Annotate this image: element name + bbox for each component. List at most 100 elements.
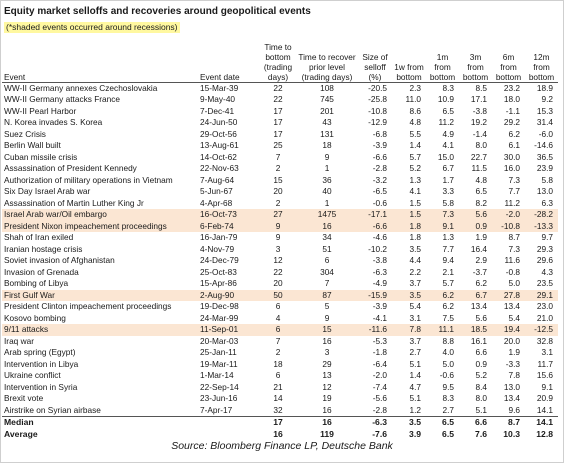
col-6m: 6m from bottom (495, 51, 522, 82)
cell-m6: 18.0 (503, 94, 520, 104)
cell-bottom: 2 (275, 197, 281, 208)
cell-date: 7-Apr-17 (200, 404, 233, 415)
summary-m3: 6.6 (459, 416, 492, 429)
cell-event: Arab spring (Egypt) (4, 347, 76, 357)
cell-m6: 7.3 (508, 174, 520, 185)
cell-m3: 8.0 (475, 140, 487, 150)
cell-m12: 15.3 (536, 105, 553, 116)
table-row: Brexit vote 23-Jun-16 14 19 -5.6 5.1 8.3 8.0 13.… (2, 393, 558, 405)
cell-m12: 18.9 (536, 82, 553, 93)
cell-m6: 23.2 (503, 82, 520, 93)
cell-m1: 2.1 (442, 266, 454, 277)
table-row: Cuban missile crisis 14-Oct-62 7 9 -6.6 5.7 15… (2, 152, 558, 164)
cell-w1: 3.5 (392, 289, 426, 301)
cell-w1: 4.1 (409, 186, 421, 196)
cell-m6: 9.6 (508, 404, 520, 415)
cell-m12: 20.9 (536, 393, 553, 403)
cell-m6: 5.4 (508, 312, 520, 323)
cell-m1: 15.0 (437, 151, 454, 162)
cell-w1: 3.5 (409, 243, 421, 254)
cell-date: 23-Jun-16 (200, 393, 238, 403)
cell-date: 24-Mar-99 (200, 312, 239, 323)
cell-date: 22-Sep-14 (200, 381, 239, 392)
cell-m6: -3.3 (505, 358, 520, 369)
cell-bottom: 50 (260, 289, 296, 301)
cell-w1: 1.3 (409, 174, 421, 185)
cell-event: Authorization of military operations in … (4, 174, 173, 185)
summary-bottom: 16 (273, 428, 283, 439)
cell-w1: 4.7 (409, 381, 421, 392)
cell-m6: 1.9 (508, 347, 520, 357)
cell-date: 25-Oct-83 (200, 266, 237, 277)
cell-m1: 2.7 (442, 404, 454, 415)
cell-recover: 5 (324, 301, 330, 311)
cell-bottom: 4 (275, 312, 281, 323)
cell-recover: 16 (296, 220, 358, 232)
cell-event: Kosovo bombing (4, 312, 66, 323)
col-event: Event (4, 71, 26, 82)
cell-recover: 7 (324, 278, 330, 288)
cell-date: 16-Jan-79 (200, 232, 238, 242)
cell-m1: 7.7 (442, 243, 454, 254)
cell-recover: 9 (324, 312, 330, 323)
cell-size: -17.1 (358, 209, 392, 221)
cell-date: 4-Apr-68 (200, 197, 233, 208)
cell-m12: 9.7 (541, 232, 553, 242)
table-row: President Clinton impeachement proceedin… (2, 301, 558, 313)
cell-w1: 3.1 (409, 312, 421, 323)
selloff-table: Event Event date Time to bottom (trading… (2, 34, 558, 440)
cell-m12: 29.3 (536, 243, 553, 254)
cell-event: N. Korea invades S. Korea (4, 117, 103, 127)
cell-recover: 43 (322, 117, 332, 127)
cell-size: -25.8 (368, 94, 387, 104)
cell-size: -2.0 (372, 370, 387, 380)
summary-size: -6.3 (358, 416, 392, 429)
cell-m1: 7.5 (442, 312, 454, 323)
cell-m1: 6.2 (442, 301, 454, 311)
cell-recover: 1 (324, 163, 330, 173)
cell-m6: 29.2 (503, 117, 520, 127)
cell-size: -6.6 (372, 151, 387, 162)
cell-m3: 16.4 (470, 243, 487, 254)
cell-event: Assassination of Martin Luther King Jr (4, 197, 144, 208)
cell-m6: 13.4 (503, 393, 520, 403)
cell-m12: 4.3 (541, 266, 553, 277)
cell-m1: 6.7 (442, 163, 454, 173)
cell-bottom: 20 (273, 186, 283, 196)
cell-m12: 31.4 (536, 117, 553, 127)
cell-m6: 19.4 (492, 324, 525, 336)
table-row: Soviet invasion of Afghanistan 24-Dec-79 1… (2, 255, 558, 267)
cell-m1: 5.8 (442, 197, 454, 208)
cell-m12: -28.2 (525, 209, 558, 221)
cell-m3: 6.2 (475, 278, 487, 288)
cell-bottom: 7 (275, 335, 281, 346)
table-row: Arab spring (Egypt) 25-Jan-11 2 3 -1.8 2.7 4.0… (2, 347, 558, 359)
table-row: Israel Arab war/Oil embargo 16-Oct-73 27 14… (2, 209, 558, 221)
cell-recover: 201 (320, 105, 334, 116)
cell-recover: 18 (322, 140, 332, 150)
cell-event: President Nixon impeachement proceedings (2, 220, 198, 232)
cell-m3: 5.1 (475, 404, 487, 415)
cell-size: -5.3 (372, 335, 387, 346)
cell-m3: -3.8 (472, 105, 487, 116)
cell-bottom: 20 (273, 278, 283, 288)
cell-m1: 8.8 (442, 335, 454, 346)
cell-m12: -13.3 (525, 220, 558, 232)
cell-event: WW-II Germany attacks France (4, 94, 121, 104)
cell-bottom: 2 (275, 163, 281, 173)
col-12m: 12m from bottom (528, 51, 555, 82)
cell-m6: 7.7 (508, 186, 520, 196)
cell-size: -3.2 (372, 174, 387, 185)
cell-event: Berlin Wall built (4, 140, 61, 150)
cell-m1: 4.0 (442, 347, 454, 357)
cell-recover: 51 (322, 243, 332, 254)
table-row: 9/11 attacks 11-Sep-01 6 15 -11.6 7.8 11.1 18.5… (2, 324, 558, 336)
cell-m1: 5.7 (442, 278, 454, 288)
cell-bottom: 27 (260, 209, 296, 221)
table-row: Iraq war 20-Mar-03 7 16 -5.3 3.7 8.8 16.1 20.0 32… (2, 336, 558, 348)
cell-recover: 1475 (296, 209, 358, 221)
cell-m1: 1.3 (442, 232, 454, 242)
cell-bottom: 6 (260, 324, 296, 336)
cell-date: 19-Dec-98 (200, 301, 239, 311)
cell-event: Assassination of President Kennedy (4, 163, 137, 173)
